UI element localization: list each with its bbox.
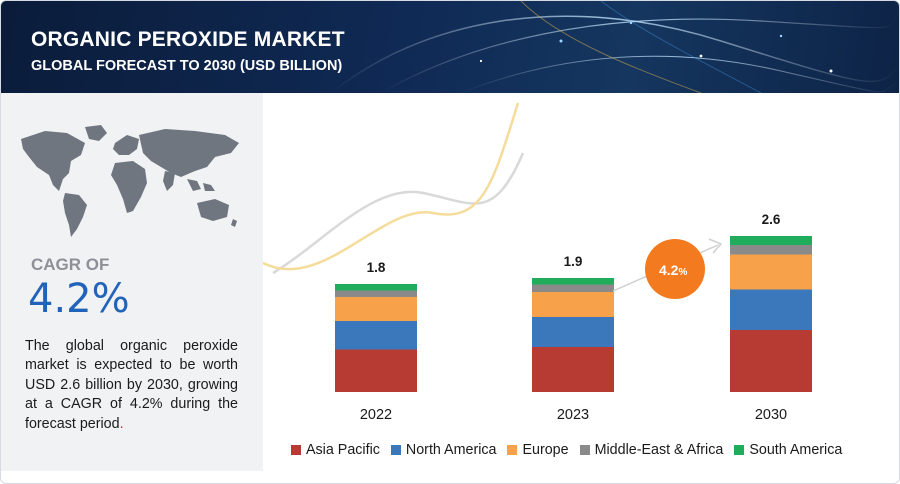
bar-segment-2023-asia-pacific [532,347,614,392]
bar-total-label-2023: 1.9 [564,254,583,269]
bar-total-label-2030: 2.6 [762,212,781,227]
legend-item: Asia Pacific [291,442,380,458]
market-description-text: The global organic peroxide market is ex… [25,338,238,432]
page-subtitle: GLOBAL FORECAST TO 2030 (USD BILLION) [31,58,343,74]
legend-item: Europe [507,442,569,458]
cagr-value: 4.2% [28,276,130,322]
bar-segment-2022-middle-east-africa [335,290,417,298]
bar-segment-2030-middle-east-africa [730,245,812,255]
summary-panel: CAGR OF 4.2% The global organic peroxide… [1,93,263,471]
stacked-bar-chart: 1.8 2022 1.9 2023 2.6 2030 4.2% [263,102,812,423]
bar-segment-2030-north-america [730,289,812,331]
bar-segment-2022-north-america [335,321,417,350]
description-end-mark: . [119,415,124,432]
legend-label: South America [749,442,843,458]
bar-segment-2030-asia-pacific [730,330,812,392]
cagr-badge-label: 4.2% [659,262,687,278]
bar-segment-2030-europe [730,254,812,290]
legend-swatch [291,445,301,455]
legend-item: South America [734,442,842,458]
cagr-badge-number: 4.2 [659,262,679,278]
legend-label: Europe [522,442,569,458]
x-tick-label-2023: 2023 [557,407,589,423]
bar-segment-2023-europe [532,291,614,317]
bar-segment-2023-north-america [532,317,614,347]
labels-group: 1.8 2022 1.9 2023 2.6 2030 [360,212,787,423]
legend-item: North America [390,442,497,458]
growth-arrowhead [708,238,723,254]
bar-segment-2022-south-america [335,284,417,291]
decorative-swoosh-grey [272,152,525,275]
header-light-streaks [330,1,899,93]
legend-item: Middle-East & Africa [579,442,724,458]
market-description: The global organic peroxide market is ex… [25,337,238,434]
cagr-badge-unit: % [678,267,687,278]
legend-label: North America [405,442,497,458]
cagr-label: CAGR OF [31,255,110,274]
legend-swatch [390,445,401,455]
chart-legend: Asia Pacific North America Europe Middle-Ea… [291,441,853,459]
header-banner: ORGANIC PEROXIDE MARKET GLOBAL FORECAST … [1,1,899,93]
bar-segment-2022-asia-pacific [335,349,417,392]
bar-segment-2023-south-america [532,278,614,285]
world-map-icon [21,125,239,237]
x-tick-label-2022: 2022 [360,407,392,423]
legend-label: Middle-East & Africa [594,442,724,458]
cagr-badge-circle [645,239,705,299]
bar-total-label-2022: 1.8 [367,260,386,275]
bar-segment-2022-europe [335,297,417,322]
legend-swatch [579,445,590,455]
x-tick-label-2030: 2030 [755,407,787,423]
bar-segment-2030-south-america [730,236,812,245]
legend-swatch [734,445,745,455]
legend-swatch [507,445,518,455]
page-title: ORGANIC PEROXIDE MARKET [31,28,345,51]
legend-label: Asia Pacific [306,442,380,458]
bar-segment-2023-middle-east-africa [532,284,614,292]
decorative-swoosh-yellow [263,102,520,271]
bars-group [335,236,812,392]
